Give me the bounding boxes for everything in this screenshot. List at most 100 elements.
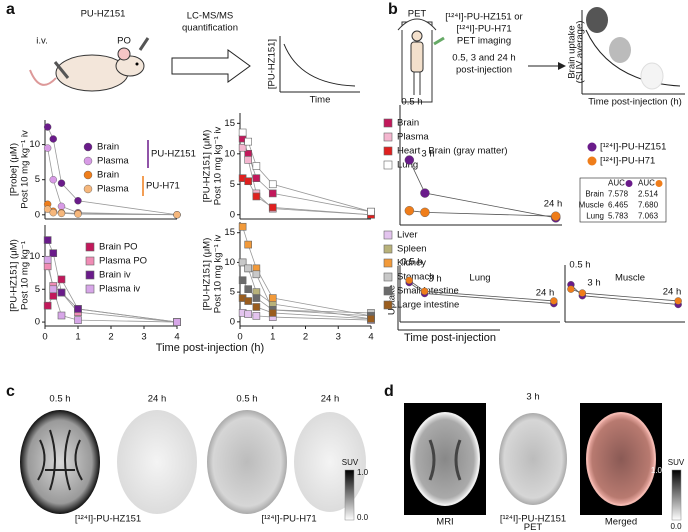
legend-marker	[83, 170, 93, 180]
legend-label: Brain	[97, 170, 119, 181]
y-axis-label: [PU-HZ151] (μM)	[9, 239, 20, 312]
x-axis-label: Time post-injection (h)	[156, 342, 264, 354]
series-line	[242, 262, 372, 314]
series-line	[242, 138, 372, 213]
probe-label: [¹²⁴I]-PU-H71	[261, 514, 316, 525]
y-tick-label: 0	[35, 317, 40, 328]
y-axis-label: Uptake	[387, 285, 398, 315]
mini-xlabel: Time post-injection (h)	[588, 97, 682, 108]
marker	[404, 155, 415, 165]
marker	[252, 174, 261, 182]
y-tick-label: 5	[230, 287, 235, 298]
legend-label: Brain	[397, 118, 419, 129]
y-axis-label: [PU-HZ151] (μM)	[202, 238, 213, 311]
caption: [¹²⁴I]-PU-HZ151	[500, 514, 566, 525]
time-label: 3 h	[526, 392, 539, 403]
legend-label: Liver	[397, 230, 418, 241]
table-icon	[655, 180, 663, 187]
y-tick-label: 5	[35, 174, 40, 185]
legend-marker	[383, 132, 393, 142]
point-label: 24 h	[536, 288, 555, 299]
marker	[420, 287, 429, 296]
mri-pet-images	[404, 403, 682, 521]
point-label: 0.5 h	[569, 260, 590, 271]
marker	[43, 262, 52, 271]
y-tick-label: 0	[35, 209, 40, 220]
y-axis-label: Post 10 mg kg⁻¹	[20, 241, 31, 310]
legend-label: Heart	[397, 146, 421, 157]
marker	[244, 240, 252, 249]
series-line	[408, 159, 556, 219]
legend-label: Brain PO	[99, 242, 138, 253]
legend-label: Stomach	[397, 272, 435, 283]
marker	[674, 297, 682, 305]
chart-title: Brain (gray matter)	[428, 146, 507, 157]
point-label: 0.5 h	[401, 257, 422, 268]
legend-marker	[85, 270, 95, 280]
probe-label: [¹²⁴I]-PU-HZ151	[75, 514, 141, 525]
chart-title: Lung	[469, 273, 490, 284]
marker	[252, 312, 261, 320]
x-tick-label: 4	[174, 332, 179, 343]
table-header: AUC	[608, 179, 625, 188]
marker	[238, 276, 247, 285]
marker	[268, 309, 277, 317]
table-cell: 6.465	[608, 201, 629, 210]
x-tick-label: 1	[270, 332, 275, 343]
marker	[244, 137, 252, 146]
method: quantification	[182, 23, 238, 34]
marker	[252, 294, 261, 302]
marker	[49, 249, 58, 258]
point-label: 24 h	[544, 199, 563, 210]
panel-label: b	[388, 1, 398, 18]
table-cell: Brain	[585, 190, 604, 199]
y-tick-label: 10	[29, 251, 40, 262]
x-tick-label: 4	[368, 332, 373, 343]
x-tick-label: 2	[108, 332, 113, 343]
y-axis-label: Post 10 mg kg⁻¹ iv	[213, 235, 224, 314]
group-label: PU-H71	[146, 181, 180, 192]
marker	[49, 208, 57, 217]
time-label: 0.5 h	[236, 394, 257, 405]
times: post-injection	[456, 65, 512, 76]
x-tick-label: 0	[237, 332, 242, 343]
marker	[252, 162, 261, 170]
marker	[238, 222, 247, 231]
marker	[57, 311, 66, 320]
series-line	[242, 262, 372, 320]
marker	[244, 177, 252, 186]
mini-xlabel: Time	[310, 95, 331, 106]
marker	[252, 192, 261, 201]
marker	[74, 305, 82, 313]
panel-label: d	[384, 383, 394, 400]
colorbar-title: SUV	[668, 458, 685, 467]
marker	[252, 270, 261, 279]
y-tick-label: 5	[230, 179, 235, 190]
y-tick-label: 0	[230, 209, 235, 220]
marker	[238, 258, 247, 267]
marker	[43, 301, 52, 310]
legend-marker	[587, 156, 597, 166]
legend-marker	[85, 242, 95, 252]
marker	[238, 143, 247, 152]
marker	[244, 310, 252, 318]
table-icon	[625, 180, 633, 187]
legend-marker	[85, 256, 95, 266]
point-label: 0.5 h	[401, 97, 422, 108]
time-label: 24 h	[321, 394, 340, 405]
x-tick-label: 3	[336, 332, 341, 343]
colorbar-label: 1.0	[651, 466, 663, 475]
colorbar-label: 1.0	[357, 468, 369, 477]
group-label: PU-HZ151	[151, 149, 196, 160]
compound: PU-HZ151	[81, 9, 126, 20]
route: PO	[117, 36, 131, 47]
probes: PET imaging	[457, 36, 511, 47]
legend-label: Plasma	[97, 184, 129, 195]
y-axis-label: Post 10 mg kg⁻¹ iv	[213, 127, 224, 206]
marker	[244, 156, 252, 164]
marker	[74, 210, 82, 218]
x-tick-label: 0	[42, 332, 47, 343]
legend-label: Brain iv	[99, 270, 131, 281]
marker	[43, 123, 52, 131]
point-label: 3 h	[428, 274, 441, 285]
